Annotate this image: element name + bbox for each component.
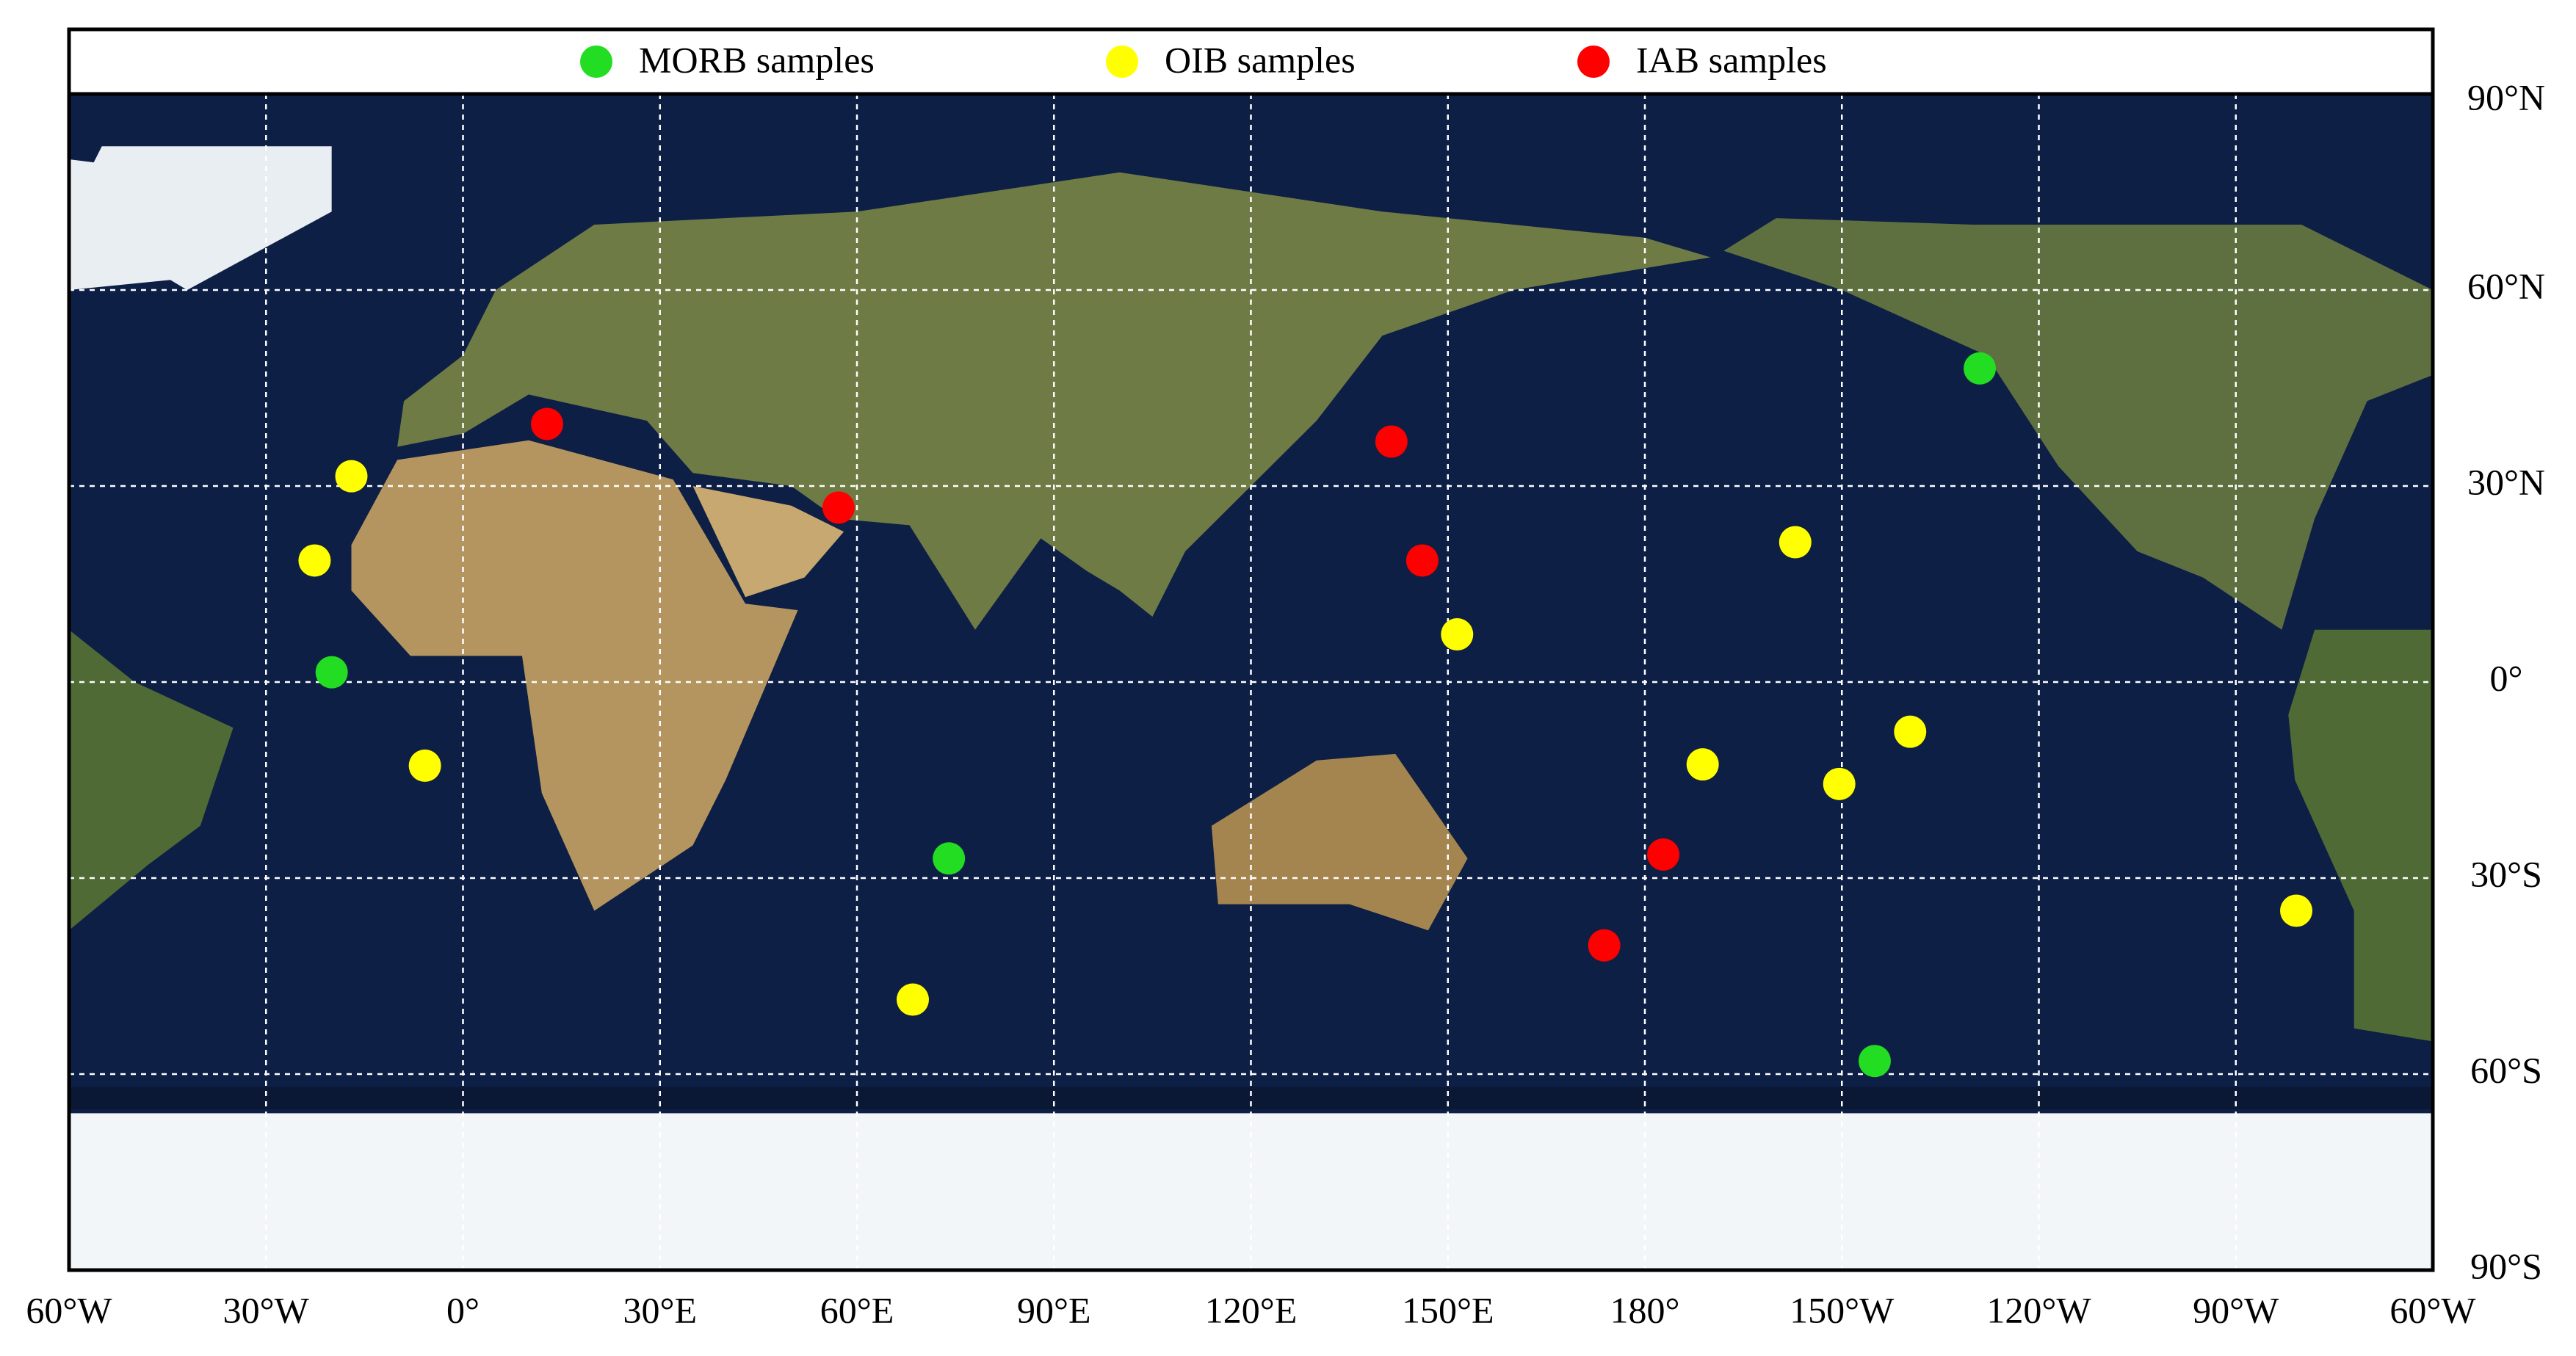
y-tick-label: 90°N <box>2467 76 2545 117</box>
legend-marker <box>580 46 612 78</box>
sample-point <box>1647 838 1680 871</box>
sample-point <box>1858 1045 1891 1078</box>
sample-point <box>530 407 563 440</box>
landmass <box>397 172 1711 630</box>
legend-label: OIB samples <box>1165 39 1356 80</box>
sample-point <box>1405 544 1439 577</box>
legend-marker <box>1577 46 1610 78</box>
y-tick-label: 30°N <box>2467 461 2545 502</box>
x-tick-label: 60°E <box>820 1289 894 1330</box>
landmass <box>2288 629 2433 1042</box>
landmass <box>1211 753 1468 931</box>
x-tick-label: 90°E <box>1017 1289 1091 1330</box>
sample-point <box>1375 425 1408 458</box>
sample-point <box>1779 526 1812 559</box>
map-frame <box>67 92 2435 1272</box>
x-tick-label: 150°W <box>1790 1289 1895 1330</box>
x-tick-label: 180° <box>1610 1289 1680 1330</box>
legend-label: MORB samples <box>639 39 875 80</box>
landmass <box>69 1113 2433 1270</box>
x-tick-label: 60°W <box>26 1289 112 1330</box>
legend-label: IAB samples <box>1636 39 1827 80</box>
sample-point <box>897 983 930 1016</box>
y-tick-label: 30°S <box>2470 853 2542 894</box>
y-tick-label: 0° <box>2490 657 2523 698</box>
x-tick-label: 90°W <box>2193 1289 2279 1330</box>
sample-point <box>933 842 966 875</box>
sample-point <box>2280 894 2313 927</box>
landmass <box>692 486 844 598</box>
x-tick-label: 0° <box>446 1289 480 1330</box>
sample-point <box>408 749 441 782</box>
sample-point <box>822 491 855 524</box>
y-tick-label: 60°N <box>2467 265 2545 306</box>
x-tick-label: 30°E <box>623 1289 697 1330</box>
y-tick-label: 90°S <box>2470 1245 2542 1286</box>
landmass <box>69 159 332 290</box>
x-tick-label: 150°E <box>1402 1289 1494 1330</box>
x-tick-label: 30°W <box>223 1289 310 1330</box>
sample-point <box>1823 767 1856 800</box>
x-tick-label: 120°E <box>1205 1289 1298 1330</box>
sample-point <box>1894 715 1927 748</box>
sample-point <box>1964 352 1997 385</box>
landmass <box>69 629 234 931</box>
sample-point <box>1441 618 1474 651</box>
x-tick-label: 60°W <box>2389 1289 2476 1330</box>
y-tick-label: 60°S <box>2470 1049 2542 1090</box>
sample-point <box>1686 748 1719 781</box>
x-tick-label: 120°W <box>1986 1289 2091 1330</box>
sample-point <box>335 460 368 493</box>
legend-marker <box>1106 46 1138 78</box>
sample-point <box>298 544 331 577</box>
landmass <box>1723 218 2433 630</box>
legend-box <box>67 27 2435 96</box>
sample-point <box>1588 929 1621 962</box>
sample-point <box>315 656 348 689</box>
